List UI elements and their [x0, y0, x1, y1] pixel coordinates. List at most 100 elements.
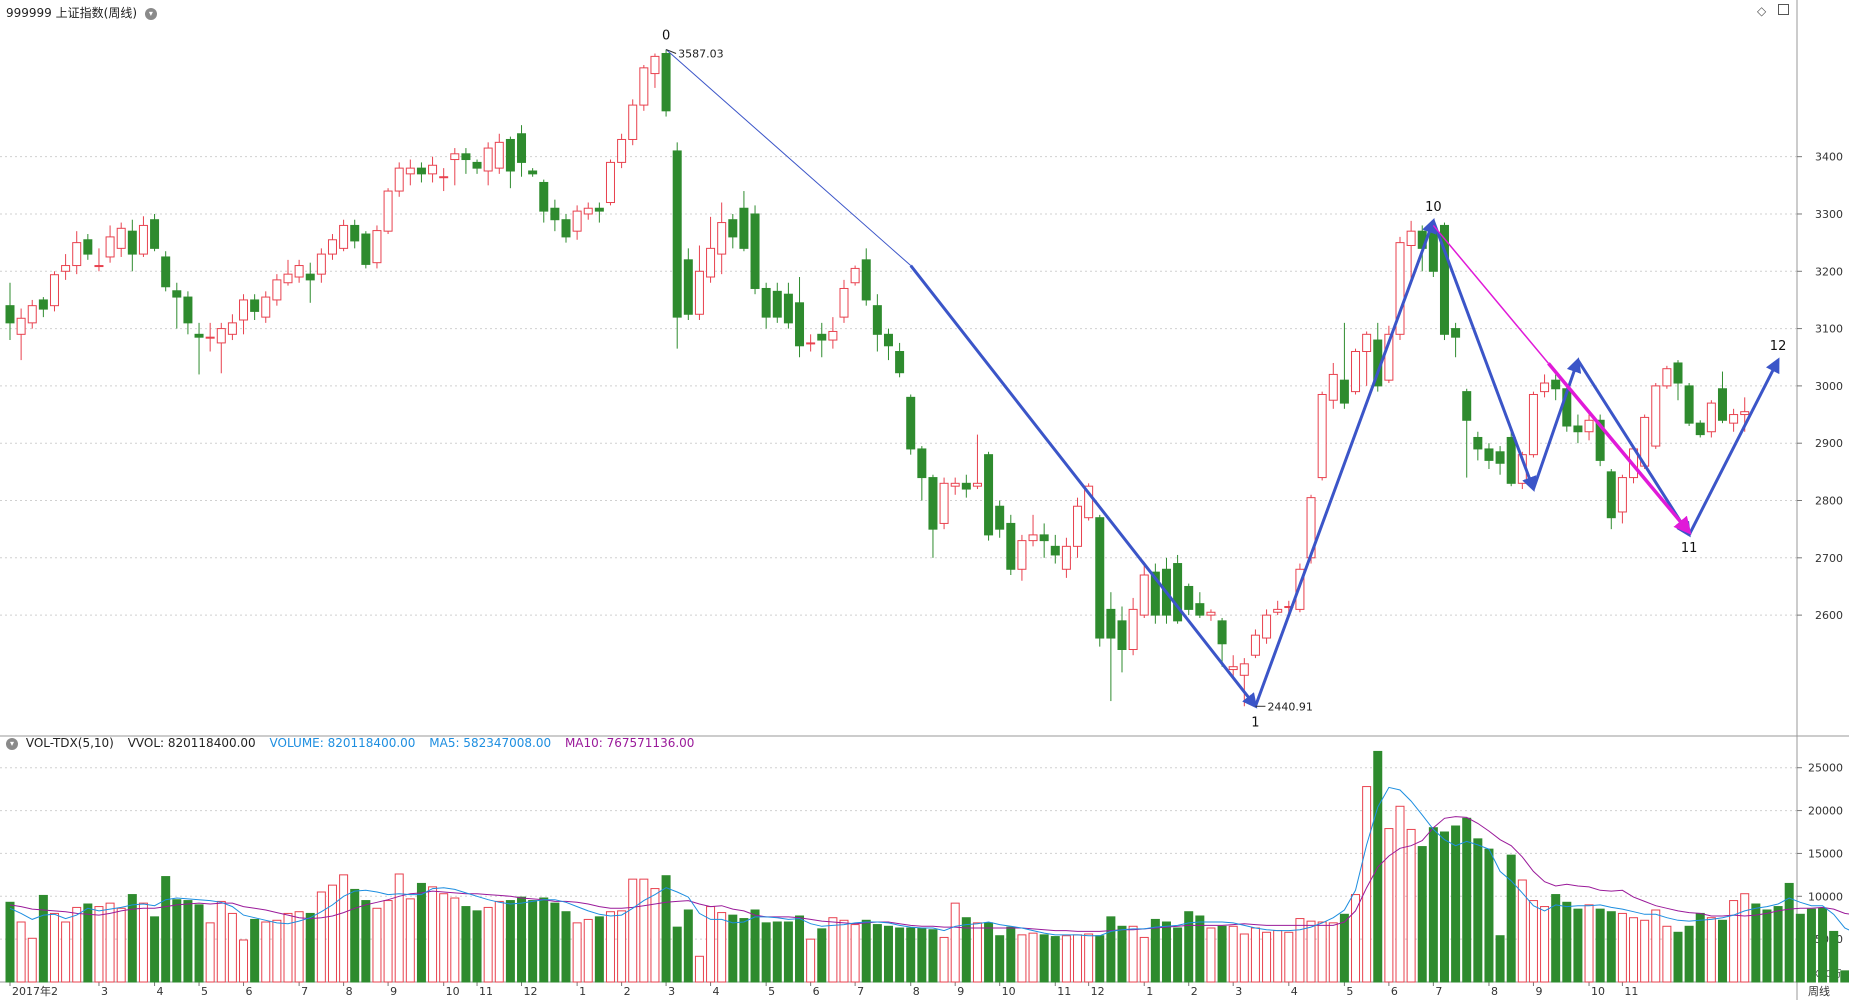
candle-body [450, 153, 460, 161]
time-tick-label: 12 [524, 985, 538, 998]
volume-bar [628, 878, 638, 983]
candle-body [1606, 471, 1616, 519]
candle-body [605, 161, 615, 204]
volume-bar [984, 922, 994, 983]
candle-body [1484, 448, 1494, 461]
candle-body [706, 247, 716, 278]
candle-body [1584, 419, 1594, 433]
candle-body [683, 259, 693, 315]
volume-bar [1306, 920, 1316, 983]
candle-body [1651, 385, 1661, 447]
wave-point-label: 11 [1681, 541, 1698, 556]
volume-bar [1584, 904, 1594, 983]
candle-body [839, 287, 849, 318]
volume-bar [1184, 911, 1194, 983]
ma10-value: MA10: 767571136.00 [564, 736, 695, 750]
candle-body [1206, 611, 1216, 616]
candle-body [227, 322, 237, 335]
candle-body [1551, 379, 1561, 390]
volume-bar [972, 922, 982, 983]
diamond-icon[interactable]: ◇ [1756, 4, 1767, 18]
candle-body [1540, 382, 1550, 393]
candle-body [294, 265, 304, 278]
volume-bar [1528, 900, 1538, 983]
wave-segment [1254, 218, 1437, 707]
candle-body [194, 333, 204, 338]
candle-body [216, 328, 226, 344]
wave-point-label: 1 [1251, 715, 1259, 730]
time-tick-label: 5 [768, 985, 775, 998]
time-tick-label: 6 [813, 985, 820, 998]
candle-body [1050, 545, 1060, 556]
volume-bar [194, 904, 204, 983]
volume-bar [1773, 906, 1783, 983]
volume-bar [1762, 909, 1772, 983]
candle-body [1273, 608, 1283, 613]
candle-body [995, 505, 1005, 530]
candle-body [5, 305, 15, 324]
candle-body [250, 299, 260, 312]
volume-bar [850, 924, 860, 983]
volume-bar [5, 901, 15, 983]
volume-bar [828, 917, 838, 983]
volume-bar [661, 875, 671, 983]
candle-body [1006, 522, 1016, 570]
volume-bar [1317, 921, 1327, 983]
time-tick-label: 11 [1624, 985, 1638, 998]
candle-body [1362, 333, 1372, 353]
volume-bar [494, 900, 504, 983]
volume-bar [605, 911, 615, 983]
volume-bar [1451, 825, 1461, 983]
volume-bar [439, 893, 449, 983]
wave-segment [1687, 357, 1780, 536]
price-tick-label: 3300 [1815, 208, 1843, 221]
volume-bar [783, 921, 793, 983]
candle-body [1039, 534, 1049, 542]
chevron-down-icon[interactable]: ▾ [6, 737, 18, 750]
candle-body [1662, 368, 1672, 387]
period-label: (周线) [103, 6, 138, 20]
candle-body [483, 147, 493, 172]
volume-bar [594, 916, 604, 983]
volume-bar [795, 915, 805, 983]
candle-body [817, 333, 827, 341]
candle-body [1439, 224, 1449, 335]
candle-body [327, 239, 337, 255]
security-code: 999999 [6, 6, 52, 20]
candle-body [116, 227, 126, 249]
candle-body [416, 167, 426, 175]
candle-body [1328, 373, 1338, 401]
volume-bar [1206, 927, 1216, 983]
volume-bar [883, 925, 893, 983]
candle-body [1695, 422, 1705, 436]
candle-body [1673, 362, 1683, 384]
volume-bar [1506, 854, 1516, 983]
candle-body [1528, 393, 1538, 456]
volume-bar [1729, 900, 1739, 983]
candle-body [472, 161, 482, 169]
candle-body [94, 265, 104, 268]
volume-bar [1595, 908, 1605, 983]
volume-bar [1439, 831, 1449, 983]
candle-body [928, 477, 938, 530]
time-tick-label: 11 [479, 985, 493, 998]
candle-body [628, 104, 638, 140]
candle-body [617, 138, 627, 163]
volume-bar [1495, 935, 1505, 983]
volume-bar [272, 919, 282, 983]
volume-bar [650, 888, 660, 983]
volume-bar [1428, 827, 1438, 983]
price-tick-label: 3200 [1815, 265, 1843, 278]
chevron-down-icon[interactable]: ▾ [144, 7, 157, 20]
wave-point-label: 0 [662, 28, 670, 43]
time-tick-label: 11 [1057, 985, 1071, 998]
candle-body [1395, 242, 1405, 335]
volume-bar [1328, 922, 1338, 983]
price-marker-leader [665, 49, 677, 54]
restore-icon[interactable] [1778, 4, 1789, 15]
candle-body [428, 164, 438, 175]
price-tick-label: 3000 [1815, 380, 1843, 393]
wave-lines [665, 49, 1780, 709]
candle-body [1173, 563, 1183, 622]
